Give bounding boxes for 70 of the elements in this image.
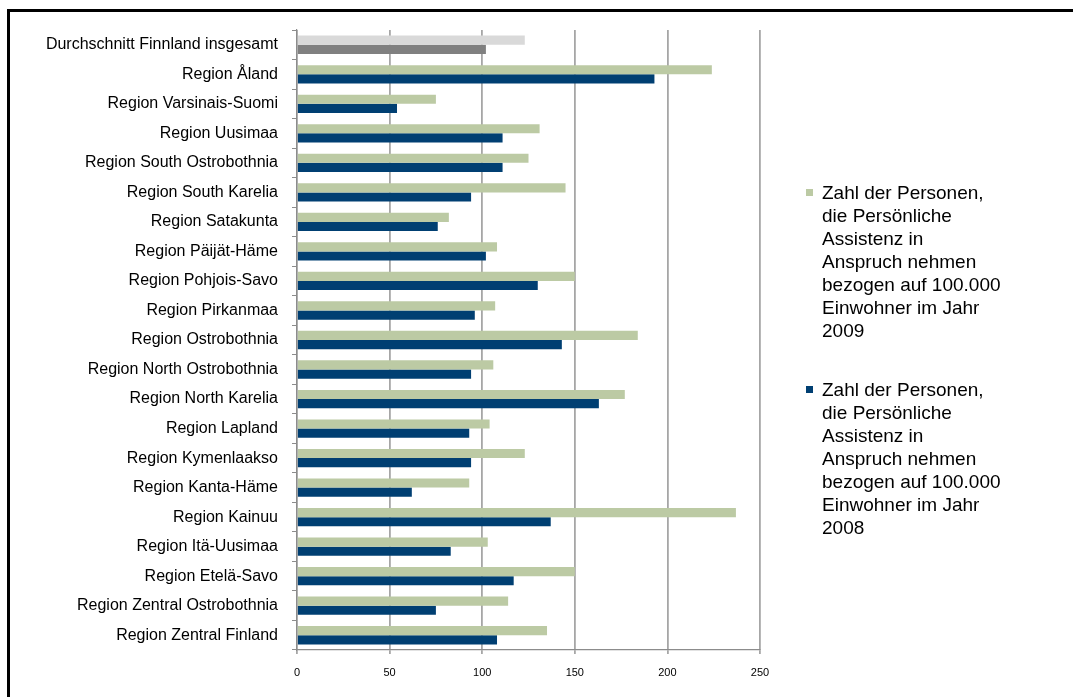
bar (297, 576, 514, 586)
y-tick-label: Region Pohjois-Savo (128, 271, 279, 289)
bar (297, 153, 529, 163)
bar (297, 340, 562, 350)
bar (297, 133, 503, 143)
y-tick-label: Region Päijät-Häme (134, 241, 279, 259)
bar (297, 546, 451, 556)
bar (297, 399, 599, 409)
bar (297, 596, 509, 606)
bar (297, 310, 475, 320)
bar (297, 124, 540, 134)
y-tick-label: Region North Ostrobothnia (87, 359, 279, 377)
y-tick-label: Region Zentral Finland (116, 625, 278, 643)
y-tick-label: Durchschnitt Finnland insgesamt (45, 35, 279, 53)
bar (297, 212, 449, 222)
y-tick-label: Region Uusimaa (159, 123, 279, 141)
bar (297, 35, 525, 45)
x-tick-label: 150 (565, 665, 584, 678)
bar (297, 330, 638, 340)
bar (297, 280, 538, 291)
bar (297, 301, 496, 311)
legend-label: Zahl der Personen, die Persönliche Assistenz in Anspruch nehmen bezogen auf 100.000 Einwohner im Jahr 2008 (822, 378, 1002, 539)
bar (297, 478, 470, 488)
bar (297, 635, 498, 645)
bar (297, 626, 548, 636)
y-tick-label: Region Kanta-Häme (133, 478, 279, 496)
y-tick-label: Region Kainuu (173, 507, 278, 525)
x-tick-label: 250 (750, 665, 770, 678)
bar (297, 183, 566, 193)
bar (297, 360, 494, 370)
bar (297, 74, 655, 84)
y-tick-label: Region Satakunta (150, 212, 279, 230)
x-tick-label: 100 (473, 665, 492, 678)
y-tick-label: Region South Karelia (126, 182, 279, 200)
y-tick-label: Region Varsinais-Suomi (107, 94, 278, 112)
y-tick-label: Region Åland (181, 63, 278, 82)
y-tick-label: Region Ostrobothnia (131, 330, 279, 348)
bar (297, 192, 472, 202)
bar (297, 389, 625, 400)
bar (297, 517, 551, 527)
y-tick-label: Region North Karelia (129, 389, 279, 407)
bar (297, 419, 490, 429)
bar (297, 94, 436, 104)
bar (297, 369, 472, 379)
y-tick-label: Region South Ostrobothnia (84, 153, 279, 171)
bar (297, 458, 472, 468)
y-tick-label: Region Etelä-Savo (144, 566, 279, 584)
y-tick-label: Region Lapland (165, 418, 278, 436)
y-tick-label: Region Pirkanmaa (146, 300, 279, 318)
bar (297, 162, 503, 173)
bar (297, 605, 436, 615)
x-tick-label: 0 (293, 665, 301, 678)
legend-label: Zahl der Personen, die Persönliche Assistenz in Anspruch nehmen bezogen auf 100.000 Einwohner im Jahr 2009 (822, 181, 1002, 342)
bar (297, 271, 575, 281)
bar (297, 251, 486, 261)
x-tick-label: 50 (383, 665, 396, 678)
bar (297, 567, 575, 577)
bar (297, 65, 712, 75)
x-tick-label: 200 (658, 665, 677, 678)
y-tick-label: Region Kymenlaakso (126, 448, 279, 466)
bar (297, 507, 736, 518)
y-tick-label: Region Itä-Uusimaa (136, 537, 279, 555)
bar (297, 448, 525, 459)
bar (297, 537, 488, 547)
bar (297, 428, 470, 438)
bar (297, 242, 498, 252)
bar (297, 487, 412, 497)
bar (297, 221, 438, 232)
y-tick-label: Region Zentral Ostrobothnia (77, 596, 279, 614)
bar (297, 103, 398, 113)
